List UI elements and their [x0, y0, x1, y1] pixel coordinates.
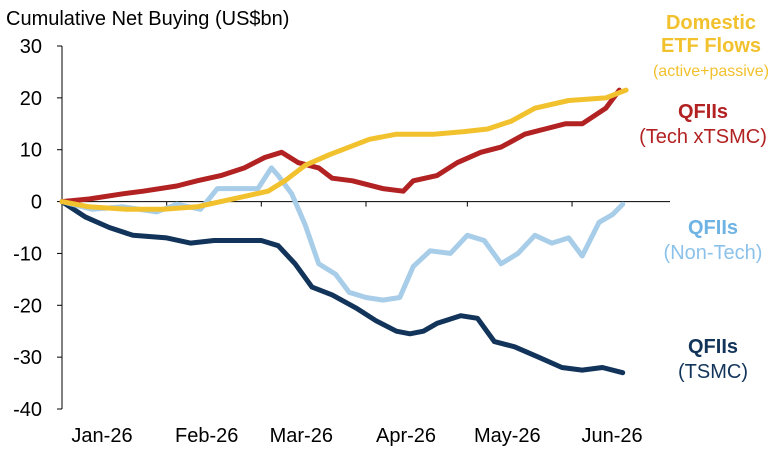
- x-tick-label: Apr-26: [376, 425, 436, 447]
- domestic-etf-label-line2: ETF Flows: [661, 35, 761, 57]
- series-layer: [59, 87, 629, 376]
- x-axis-ticks: Jan-26 Feb-26 Mar-26 Apr-26 May-26 Jun-26: [61, 201, 643, 447]
- y-tick-label: 30: [20, 36, 42, 58]
- qfii-tech-sublabel: (Tech xTSMC): [639, 126, 767, 148]
- x-tick-label: Jan-26: [71, 425, 132, 447]
- qfii-tsmc-label: QFIIs: [688, 336, 738, 358]
- y-tick-label: 20: [20, 88, 42, 110]
- qfii-tsmc-sublabel: (TSMC): [678, 361, 748, 383]
- y-tick-label: -40: [13, 399, 42, 421]
- domestic-etf-label-line1: Domestic: [666, 12, 756, 34]
- x-tick-label: Jun-26: [581, 425, 642, 447]
- qfii-nontech-label: QFIIs: [688, 217, 738, 239]
- y-tick-label: -30: [13, 347, 42, 369]
- y-axis-ticks: 30 20 10 0 -10 -20 -30 -40: [13, 36, 62, 421]
- qfii-nontech-sublabel: (Non-Tech): [664, 242, 763, 264]
- series-labels: Domestic ETF Flows (active+passive) QFII…: [639, 12, 769, 383]
- series-line-qfii-tsmc: [59, 199, 626, 376]
- qfii-tech-label: QFIIs: [678, 101, 728, 123]
- x-tick-label: May-26: [474, 425, 541, 447]
- y-tick-label: -20: [13, 295, 42, 317]
- x-tick-label: Feb-26: [175, 425, 238, 447]
- domestic-etf-sublabel: (active+passive): [653, 63, 769, 80]
- y-tick-label: 10: [20, 140, 42, 162]
- y-tick-label: -10: [13, 243, 42, 265]
- x-tick-label: Mar-26: [270, 425, 333, 447]
- series-line-qfii-tech-xtsmc: [59, 87, 622, 205]
- chart-title: Cumulative Net Buying (US$bn): [6, 8, 289, 30]
- y-tick-label: 0: [31, 192, 42, 214]
- series-line-domestic-etf: [59, 87, 629, 212]
